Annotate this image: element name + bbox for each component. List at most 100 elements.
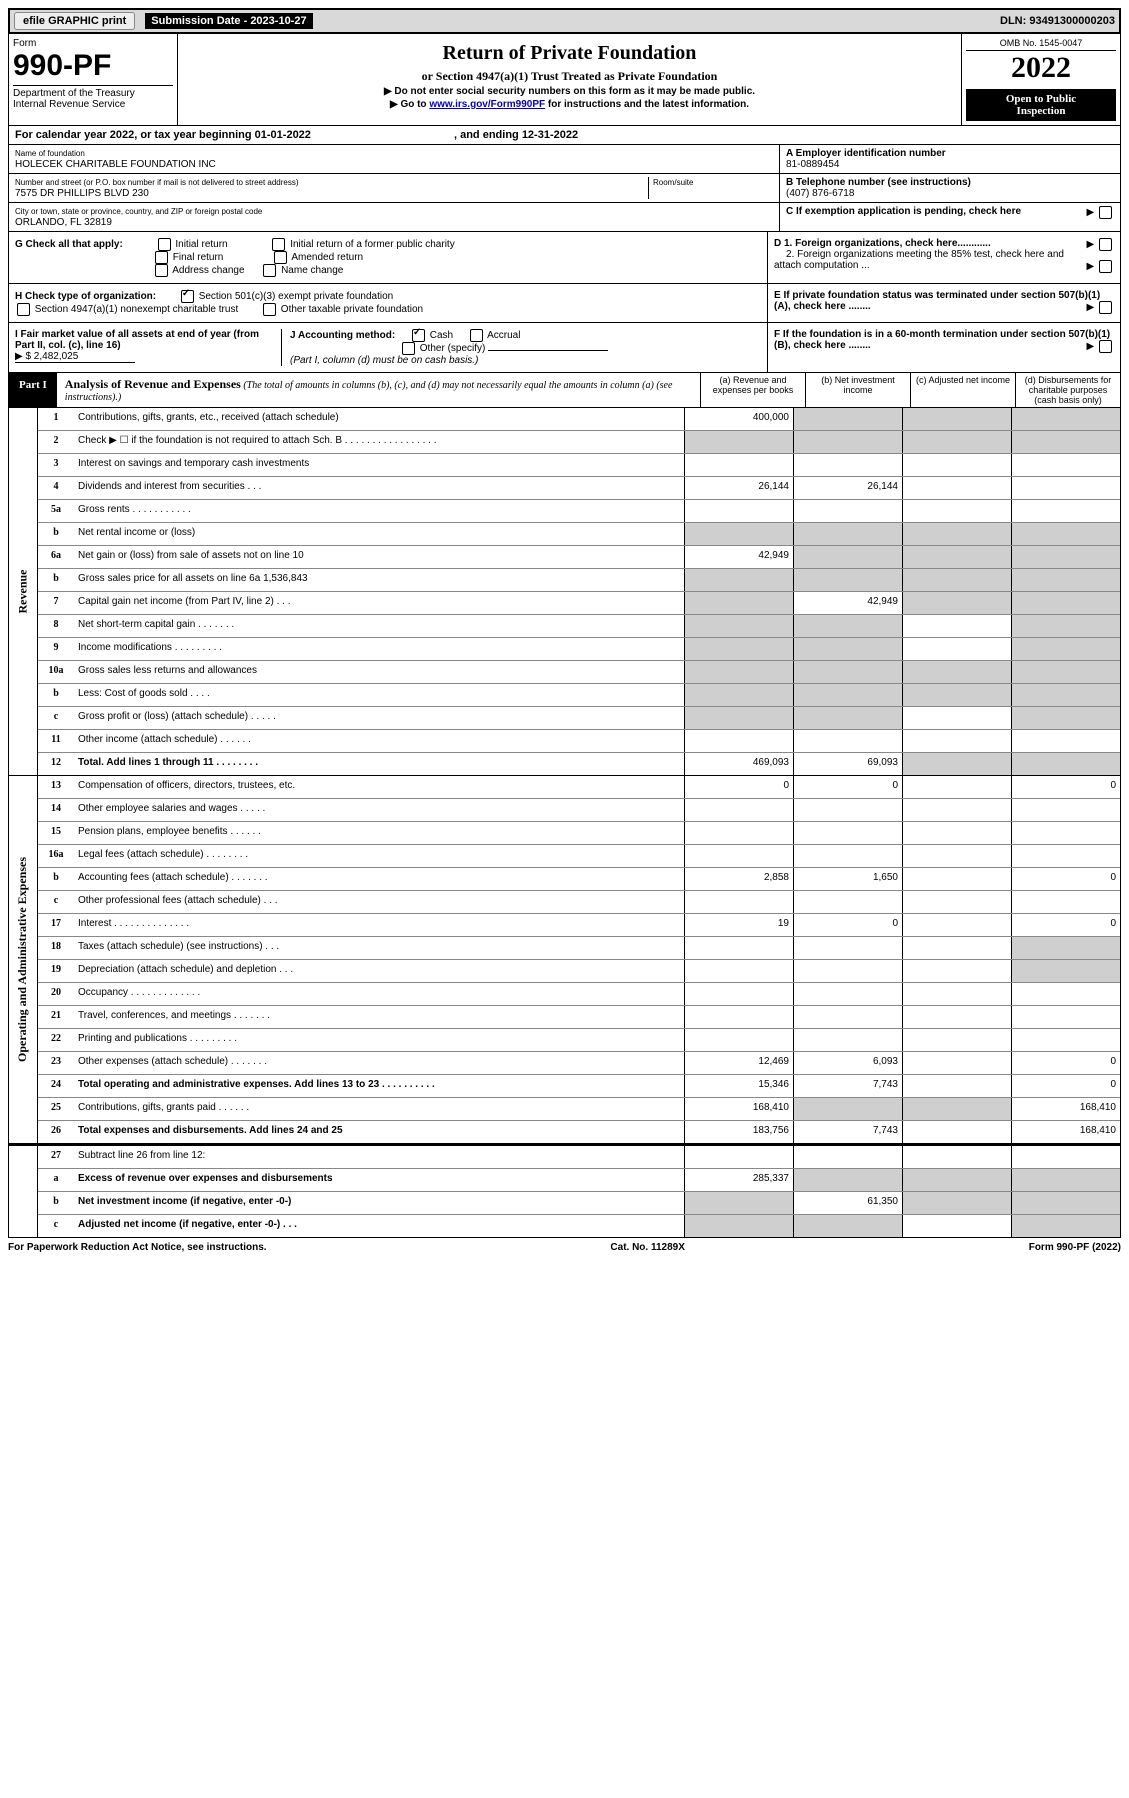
col-d-value: 0 (1011, 914, 1120, 936)
col-b-value (793, 845, 902, 867)
line-number: 3 (38, 454, 74, 476)
line-description: Travel, conferences, and meetings . . . … (74, 1006, 684, 1028)
line-description: Gross rents . . . . . . . . . . . (74, 500, 684, 522)
table-row: 19 Depreciation (attach schedule) and de… (38, 960, 1120, 983)
line-description: Other professional fees (attach schedule… (74, 891, 684, 913)
col-c-header: (c) Adjusted net income (910, 373, 1015, 407)
col-b-value (793, 983, 902, 1005)
line-description: Net gain or (loss) from sale of assets n… (74, 546, 684, 568)
efile-print-button[interactable]: efile GRAPHIC print (14, 12, 135, 30)
line-number: b (38, 569, 74, 591)
col-c-value (902, 1098, 1011, 1120)
revenue-side-label: Revenue (16, 570, 31, 614)
g-amended-checkbox[interactable] (274, 251, 287, 264)
table-row: 13 Compensation of officers, directors, … (38, 776, 1120, 799)
line-description: Total operating and administrative expen… (74, 1075, 684, 1097)
line-number: 14 (38, 799, 74, 821)
d1-checkbox[interactable] (1099, 238, 1112, 251)
j-other-checkbox[interactable] (402, 342, 415, 355)
col-b-value (793, 408, 902, 430)
col-a-value (684, 960, 793, 982)
col-d-value: 168,410 (1011, 1121, 1120, 1143)
col-c-value (902, 615, 1011, 637)
tax-year: 2022 (966, 51, 1116, 85)
col-a-value (684, 1215, 793, 1237)
line-number: 18 (38, 937, 74, 959)
dept-label: Department of the Treasury (13, 88, 135, 99)
g-final-checkbox[interactable] (155, 251, 168, 264)
part1-label: Part I (9, 373, 57, 407)
f-checkbox[interactable] (1099, 340, 1112, 353)
col-c-value (902, 684, 1011, 706)
line-number: 17 (38, 914, 74, 936)
line-description: Pension plans, employee benefits . . . .… (74, 822, 684, 844)
i-value: ▶ $ 2,482,025 (15, 351, 135, 363)
h-other-checkbox[interactable] (263, 303, 276, 316)
col-b-value: 0 (793, 914, 902, 936)
omb-label: OMB No. 1545-0047 (966, 38, 1116, 51)
col-c-value (902, 891, 1011, 913)
col-d-value (1011, 891, 1120, 913)
col-d-value: 0 (1011, 776, 1120, 798)
dln-label: DLN: 93491300000203 (1000, 15, 1115, 27)
foundation-name-label: Name of foundation (15, 149, 85, 158)
table-row: 5a Gross rents . . . . . . . . . . . (38, 500, 1120, 523)
col-b-value: 7,743 (793, 1121, 902, 1143)
form990pf-link[interactable]: www.irs.gov/Form990PF (429, 99, 545, 110)
col-d-value (1011, 477, 1120, 499)
col-a-value (684, 799, 793, 821)
col-a-value (684, 822, 793, 844)
g-initial-pub-checkbox[interactable] (272, 238, 285, 251)
col-d-value (1011, 615, 1120, 637)
col-d-value (1011, 408, 1120, 430)
col-b-value (793, 454, 902, 476)
h-row: H Check type of organization: Section 50… (8, 284, 1121, 323)
h-501c3-checkbox[interactable] (181, 290, 194, 303)
col-d-value (1011, 1146, 1120, 1168)
col-d-value (1011, 1192, 1120, 1214)
d2-checkbox[interactable] (1099, 260, 1112, 273)
form-label: Form (13, 38, 173, 49)
col-b-value (793, 1006, 902, 1028)
col-d-header: (d) Disbursements for charitable purpose… (1015, 373, 1120, 407)
line-description: Subtract line 26 from line 12: (74, 1146, 684, 1168)
col-b-value (793, 546, 902, 568)
c-checkbox[interactable] (1099, 206, 1112, 219)
table-row: b Less: Cost of goods sold . . . . (38, 684, 1120, 707)
line-number: 26 (38, 1121, 74, 1143)
h-4947-checkbox[interactable] (17, 303, 30, 316)
col-a-value (684, 638, 793, 660)
line-number: 13 (38, 776, 74, 798)
city-value: ORLANDO, FL 32819 (15, 217, 112, 228)
d1-label: D 1. Foreign organizations, check here..… (774, 238, 991, 249)
irs-label: Internal Revenue Service (13, 99, 125, 110)
col-b-value (793, 569, 902, 591)
line-number: 20 (38, 983, 74, 1005)
line-description: Legal fees (attach schedule) . . . . . .… (74, 845, 684, 867)
form-title: Return of Private Foundation (182, 42, 957, 65)
table-row: 22 Printing and publications . . . . . .… (38, 1029, 1120, 1052)
e-checkbox[interactable] (1099, 301, 1112, 314)
line-number: 2 (38, 431, 74, 453)
line-number: 15 (38, 822, 74, 844)
top-toolbar: efile GRAPHIC print Submission Date - 20… (8, 8, 1121, 34)
col-a-value: 183,756 (684, 1121, 793, 1143)
line-description: Other income (attach schedule) . . . . .… (74, 730, 684, 752)
line-description: Income modifications . . . . . . . . . (74, 638, 684, 660)
g-name-checkbox[interactable] (263, 264, 276, 277)
f-label: F If the foundation is in a 60-month ter… (774, 329, 1110, 351)
j-accrual-checkbox[interactable] (470, 329, 483, 342)
g-address-checkbox[interactable] (155, 264, 168, 277)
table-row: b Net investment income (if negative, en… (38, 1192, 1120, 1215)
g-initial-checkbox[interactable] (158, 238, 171, 251)
col-b-value (793, 960, 902, 982)
col-d-value (1011, 1006, 1120, 1028)
col-c-value (902, 845, 1011, 867)
line-number: c (38, 1215, 74, 1237)
table-row: 20 Occupancy . . . . . . . . . . . . . (38, 983, 1120, 1006)
j-cash-checkbox[interactable] (412, 329, 425, 342)
col-b-value: 6,093 (793, 1052, 902, 1074)
col-a-value (684, 1029, 793, 1051)
table-row: 17 Interest . . . . . . . . . . . . . . … (38, 914, 1120, 937)
form-subtitle: or Section 4947(a)(1) Trust Treated as P… (182, 69, 957, 84)
